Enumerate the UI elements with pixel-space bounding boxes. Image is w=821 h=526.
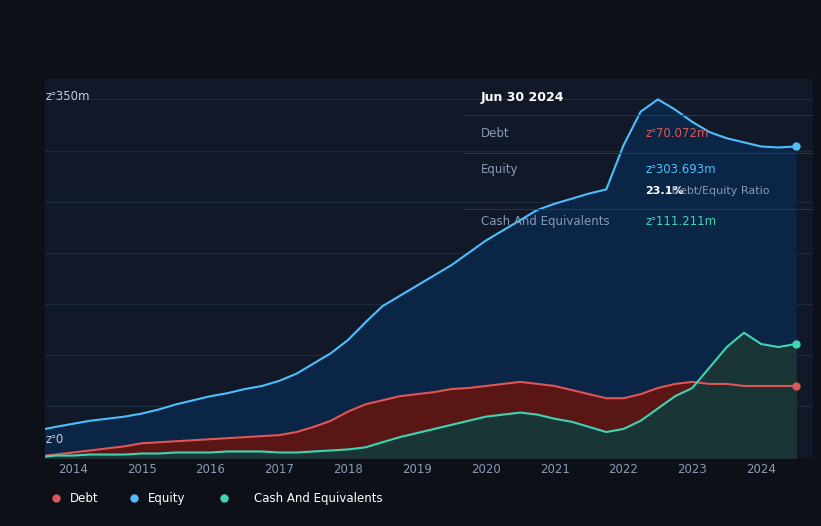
Text: Jun 30 2024: Jun 30 2024 (481, 90, 565, 104)
Text: Cash And Equivalents: Cash And Equivalents (255, 492, 383, 505)
Text: Cash And Equivalents: Cash And Equivalents (481, 215, 610, 228)
Text: zᐣ303.693m: zᐣ303.693m (645, 163, 716, 176)
Text: Debt/Equity Ratio: Debt/Equity Ratio (667, 186, 769, 196)
Text: Debt: Debt (70, 492, 99, 505)
Text: zᐣ111.211m: zᐣ111.211m (645, 215, 716, 228)
Text: zᐣ0: zᐣ0 (46, 433, 64, 446)
Text: Equity: Equity (481, 163, 519, 176)
Text: 23.1%: 23.1% (645, 186, 684, 196)
Text: Equity: Equity (148, 492, 185, 505)
Text: zᐣ350m: zᐣ350m (46, 90, 90, 103)
Text: Debt: Debt (481, 127, 510, 140)
Text: zᐣ70.072m: zᐣ70.072m (645, 127, 709, 140)
